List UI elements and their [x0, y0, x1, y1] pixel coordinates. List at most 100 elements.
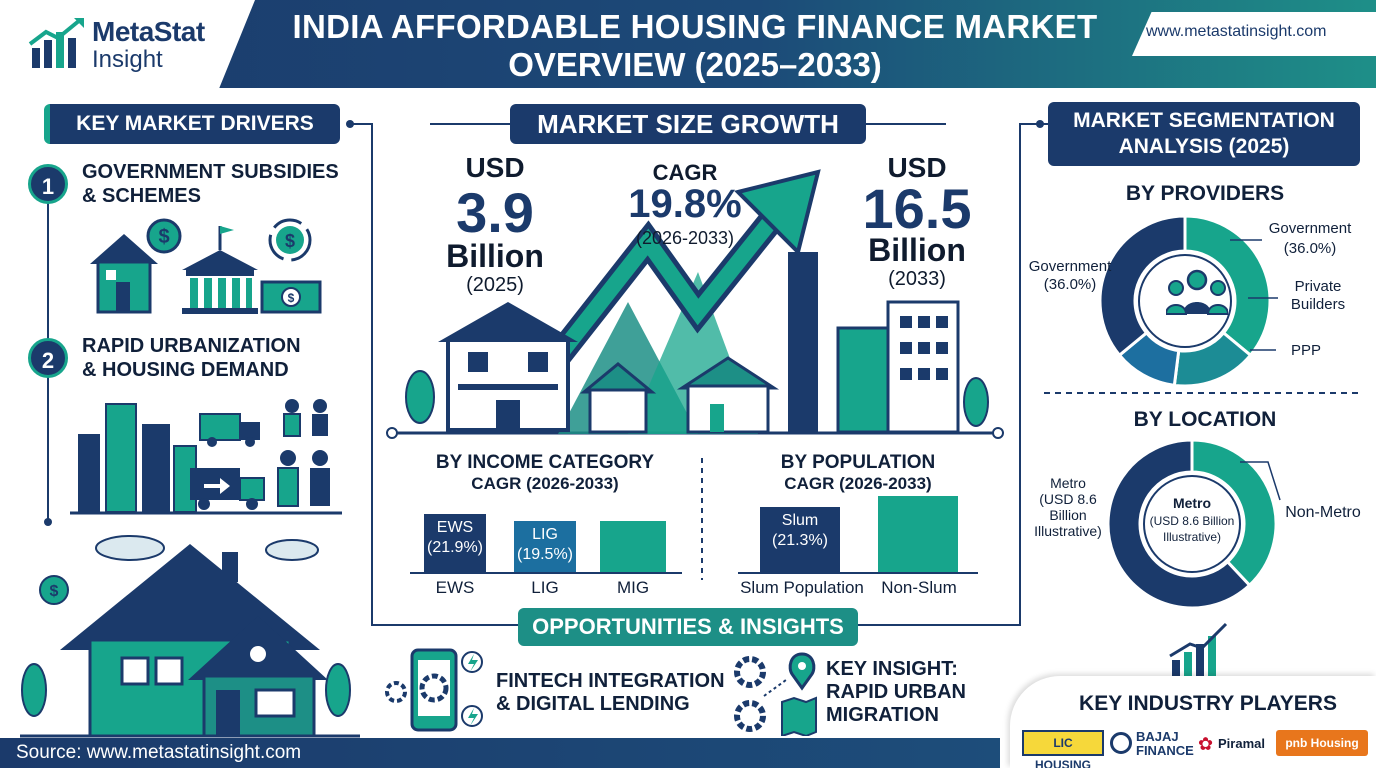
subsidies-illustration: $ $ $ [90, 218, 322, 314]
opportunity-1-line2: & DIGITAL LENDING [496, 693, 690, 715]
bajaj-text-2: FINANCE [1136, 743, 1194, 758]
population-chart-bar-0: Slum (21.3%) [760, 507, 840, 572]
growth-illustration [405, 169, 989, 434]
bajaj-text-1: BAJAJ [1136, 729, 1179, 744]
segmentation-heading-line2: ANALYSIS (2025) [1118, 135, 1290, 158]
smartphone-icon [410, 648, 458, 732]
big-house-illustration: $ [20, 535, 360, 738]
cagr-value: 19.8% [628, 182, 742, 226]
house-icon [90, 234, 158, 314]
income-bar-label-lig: LIG [531, 578, 559, 597]
providers-title: BY PROVIDERS [1125, 182, 1285, 205]
svg-text:$: $ [50, 583, 59, 600]
location-metro-line3: Billion [1049, 507, 1087, 523]
driver-title-2-line2: & HOUSING DEMAND [82, 359, 289, 381]
population-chart-bar-0-name: Slum [781, 512, 819, 529]
bar-growth-icon [1169, 622, 1228, 676]
svg-text:$: $ [288, 291, 295, 305]
providers-label-ppp: PPP [1290, 342, 1321, 359]
page-title-line1: INDIA AFFORDABLE HOUSING FINANCE MARKET [292, 8, 1098, 45]
opportunity-1-line1: FINTECH INTEGRATION [496, 670, 725, 692]
start-unit: Billion [446, 238, 544, 274]
cash-bill-icon: $ [260, 280, 322, 314]
providers-label-gov-right-pct: (36.0%) [1283, 240, 1337, 257]
svg-text:$: $ [158, 226, 169, 248]
growth-arrow-icon [527, 169, 821, 391]
location-donut-center [1143, 475, 1241, 573]
urbanization-illustration [70, 399, 342, 515]
population-axis [738, 572, 978, 574]
growth-heading: MARKET SIZE GROWTH [510, 104, 866, 144]
migration-illustration [734, 652, 817, 736]
website-box [1132, 12, 1376, 56]
location-pin-icon [788, 652, 816, 691]
logo-chart-icon [28, 18, 84, 68]
opportunities-heading: OPPORTUNITIES & INSIGHTS [518, 608, 858, 646]
income-chart-bar-1: LIG (19.5%) [514, 521, 576, 572]
segmentation-heading-line1: MARKET SEGMENTATION [1073, 109, 1335, 132]
end-value: 16.5 [862, 177, 972, 240]
lightning-icon [461, 651, 483, 727]
gear-icon [734, 656, 766, 732]
driver-title-1-line2: & SCHEMES [82, 185, 201, 207]
logo-subname: Insight [92, 46, 163, 73]
income-chart-bar-1-name: LIG [532, 526, 558, 543]
lic-housing-text: LIC HOUSING [1034, 736, 1091, 768]
footer-bar [0, 738, 1000, 768]
end-year: (2033) [888, 268, 946, 290]
providers-donut-chart [1100, 216, 1270, 386]
logo-area [0, 0, 255, 88]
opportunity-2-line3: MIGRATION [826, 704, 939, 726]
opportunity-2-line2: RAPID URBAN [826, 681, 966, 703]
opportunity-2-line1: KEY INSIGHT: [826, 658, 958, 680]
lic-housing-logo: LIC HOUSING [1022, 730, 1104, 768]
providers-label-gov-right: Government [1268, 220, 1352, 237]
population-bar-label-slum: Slum Population [740, 578, 864, 597]
bajaj-logo-mark [1110, 732, 1132, 754]
cagr-period: (2026-2033) [635, 228, 735, 248]
svg-text:$: $ [285, 231, 295, 251]
end-unit: Billion [868, 232, 966, 268]
dollar-coin-icon: $ [39, 575, 69, 605]
driver-title-1-line1: GOVERNMENT SUBSIDIES [82, 161, 339, 183]
location-donut-slice-0 [1190, 440, 1276, 588]
start-year: (2025) [466, 274, 524, 296]
delivery-truck-icon [190, 413, 265, 510]
income-chart-bar-1-value: (19.5%) [516, 546, 574, 563]
people-icon [277, 399, 330, 507]
money-cycle-icon: $ [268, 218, 312, 262]
logo-name: MetaStat [92, 16, 205, 47]
fintech-illustration [385, 648, 483, 732]
cloud-icon [95, 535, 319, 561]
income-chart-bar-2 [600, 521, 666, 572]
end-currency: USD [887, 152, 947, 183]
location-metro-line1: Metro [1050, 475, 1086, 491]
piramal-logo-mark: ✿ [1198, 734, 1214, 754]
piramal-logo: ✿ Piramal [1198, 732, 1272, 756]
location-center-line1: Metro [1172, 495, 1212, 511]
location-donut-slice-1 [1108, 440, 1252, 608]
providers-donut-slice-3 [1100, 216, 1187, 358]
location-center-line3: Illustrative) [1162, 530, 1221, 544]
providers-label-private1: Private [1294, 278, 1342, 295]
income-bar-label-ews: EWS [435, 578, 475, 597]
income-chart-bar-0-value: (21.9%) [426, 539, 484, 556]
population-chart-bar-1 [878, 496, 958, 572]
location-metro-line2: (USD 8.6 [1039, 491, 1097, 507]
gear-icon [385, 673, 449, 703]
players-title: KEY INDUSTRY PLAYERS [1079, 692, 1337, 715]
income-title: BY INCOME CATEGORY [435, 452, 655, 473]
population-bar-label-nonslum: Non-Slum [881, 578, 957, 597]
driver-title-2-line1: RAPID URBANIZATION [82, 335, 301, 357]
house-icon [405, 302, 578, 432]
drivers-heading: KEY MARKET DRIVERS [44, 104, 340, 144]
location-center-line2: (USD 8.6 Billion [1149, 514, 1235, 528]
website-link[interactable]: www.metastatinsight.com [1146, 23, 1327, 40]
government-building-icon [182, 226, 258, 314]
cagr-label: CAGR [652, 160, 718, 185]
location-nonmetro-label: Non-Metro [1285, 504, 1361, 521]
income-chart-bar-0-name: EWS [436, 519, 474, 536]
providers-label-gov-left-pct: (36.0%) [1043, 276, 1097, 293]
income-axis [410, 572, 682, 574]
population-chart-bar-0-value: (21.3%) [771, 532, 829, 549]
